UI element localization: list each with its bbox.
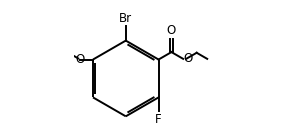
Text: Br: Br [119,12,132,25]
Text: O: O [167,24,176,37]
Text: O: O [184,52,193,65]
Text: O: O [76,53,85,66]
Text: F: F [155,113,162,126]
